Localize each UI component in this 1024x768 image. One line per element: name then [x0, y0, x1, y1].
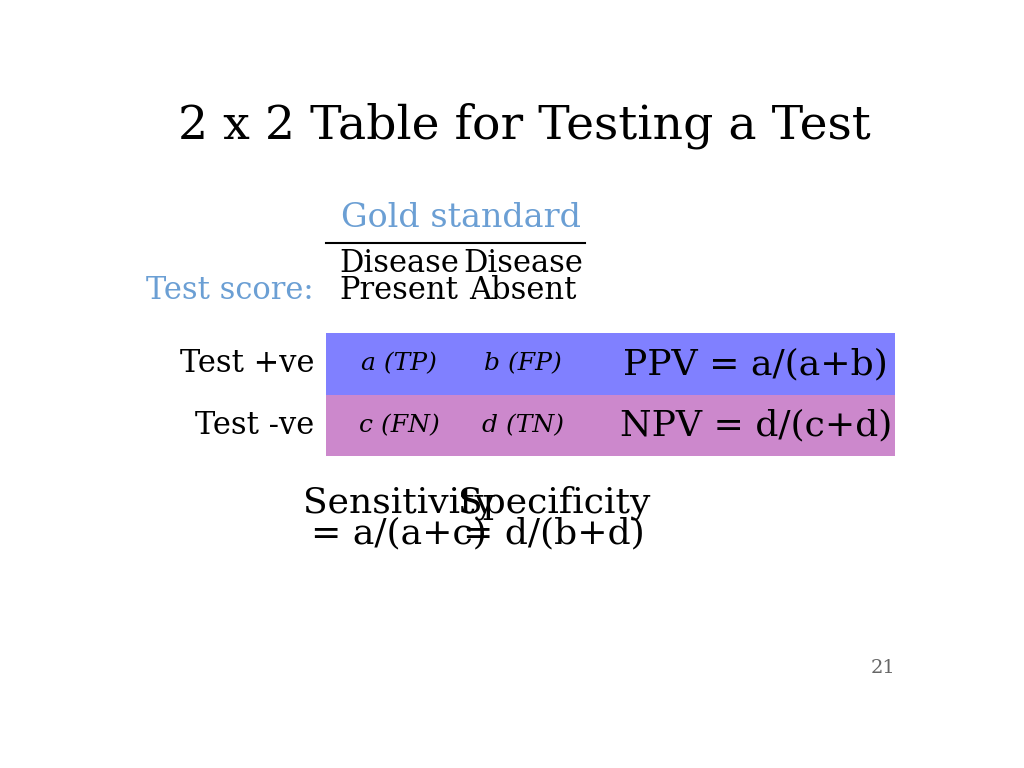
- Text: c (FN): c (FN): [358, 414, 439, 437]
- Text: 21: 21: [870, 659, 895, 677]
- Text: Test score:: Test score:: [146, 275, 314, 306]
- Text: = d/(b+d): = d/(b+d): [464, 516, 645, 551]
- Text: Disease: Disease: [463, 248, 584, 280]
- Bar: [326, 333, 895, 395]
- Text: b (FP): b (FP): [484, 353, 562, 376]
- Text: Gold standard: Gold standard: [341, 202, 582, 233]
- Text: Disease: Disease: [339, 248, 459, 280]
- Text: Test +ve: Test +ve: [179, 349, 314, 379]
- Text: 2 x 2 Table for Testing a Test: 2 x 2 Table for Testing a Test: [178, 102, 871, 148]
- Text: PPV = a/(a+b): PPV = a/(a+b): [624, 347, 888, 381]
- Bar: [326, 395, 895, 456]
- Text: a (TP): a (TP): [361, 353, 437, 376]
- Text: Specificity: Specificity: [458, 485, 650, 520]
- Text: Test -ve: Test -ve: [195, 410, 314, 441]
- Text: NPV = d/(c+d): NPV = d/(c+d): [620, 409, 892, 442]
- Text: Sensitivity: Sensitivity: [303, 485, 496, 520]
- Text: = a/(a+c): = a/(a+c): [311, 516, 487, 551]
- Text: Absent: Absent: [470, 275, 577, 306]
- Text: d (TN): d (TN): [482, 414, 564, 437]
- Text: Present: Present: [340, 275, 459, 306]
